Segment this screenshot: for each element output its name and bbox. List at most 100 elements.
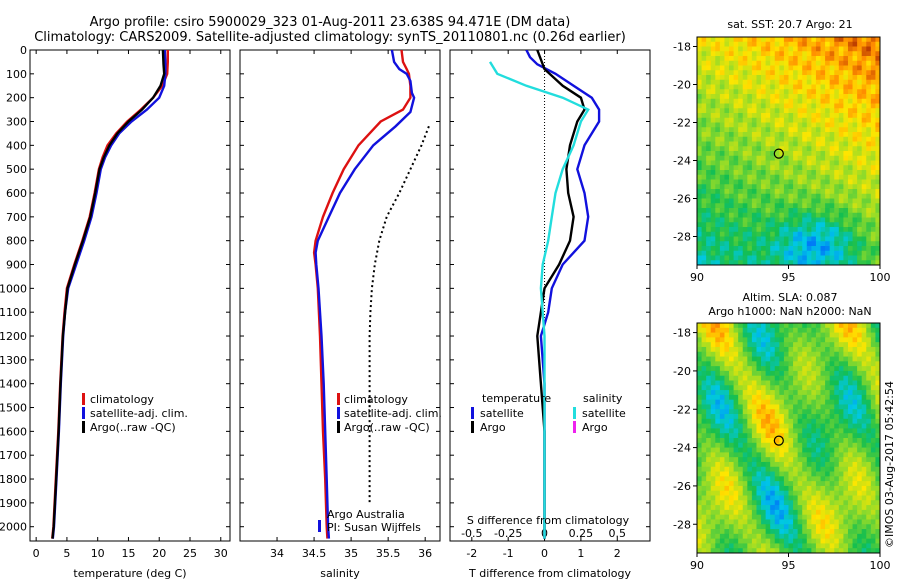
heatmap-cell bbox=[829, 155, 835, 161]
heatmap-cell bbox=[829, 75, 835, 81]
heatmap-cell bbox=[788, 461, 794, 468]
heatmap-cell bbox=[825, 361, 831, 367]
heatmap-cell bbox=[870, 155, 876, 161]
heatmap-cell bbox=[783, 509, 789, 516]
heatmap-cell bbox=[756, 70, 762, 76]
heatmap-cell bbox=[857, 184, 863, 190]
heatmap-cell bbox=[701, 438, 707, 444]
heatmap-cell bbox=[875, 127, 881, 133]
heatmap-cell bbox=[765, 132, 771, 138]
heatmap-cell bbox=[815, 452, 821, 458]
heatmap-cell bbox=[852, 495, 858, 501]
heatmap-cell bbox=[806, 122, 812, 128]
heatmap-cell bbox=[875, 46, 881, 52]
heatmap-cell bbox=[719, 414, 725, 420]
heatmap-cell bbox=[843, 260, 849, 266]
heatmap-cell bbox=[774, 351, 780, 357]
heatmap-cell bbox=[829, 136, 835, 142]
heatmap-cell bbox=[811, 461, 817, 468]
heatmap-cell bbox=[847, 529, 853, 535]
heatmap-cell bbox=[852, 255, 858, 261]
heatmap-cell bbox=[857, 236, 863, 242]
heatmap-cell bbox=[756, 217, 762, 223]
heatmap-cell bbox=[820, 394, 826, 401]
heatmap-cell bbox=[774, 485, 780, 492]
heatmap-cell bbox=[829, 127, 835, 133]
heatmap-cell bbox=[779, 241, 785, 247]
heatmap-cell bbox=[761, 428, 767, 434]
heatmap-cell bbox=[861, 323, 867, 329]
heatmap-cell bbox=[802, 103, 808, 109]
heatmap-cell bbox=[815, 37, 821, 43]
heatmap-cell bbox=[719, 390, 725, 396]
heatmap-cell bbox=[806, 160, 812, 166]
heatmap-cell bbox=[820, 323, 826, 329]
heatmap-cell bbox=[866, 217, 872, 223]
heatmap-cell bbox=[733, 404, 739, 410]
heatmap-cell bbox=[829, 51, 835, 57]
heatmap-cell bbox=[765, 390, 771, 396]
heatmap-cell bbox=[797, 132, 803, 138]
heatmap-cell bbox=[875, 370, 881, 377]
heatmap-cell bbox=[747, 79, 753, 85]
heatmap-cell bbox=[706, 418, 712, 425]
heatmap-cell bbox=[797, 442, 803, 448]
heatmap-cell bbox=[870, 346, 876, 353]
heatmap-cell bbox=[806, 327, 812, 333]
heatmap-cell bbox=[751, 165, 757, 171]
heatmap-cell bbox=[870, 113, 876, 119]
heatmap-cell bbox=[733, 155, 739, 161]
heatmap-cell bbox=[747, 505, 753, 511]
heatmap-cell bbox=[875, 231, 881, 237]
heatmap-cell bbox=[756, 189, 762, 195]
heatmap-cell bbox=[779, 533, 785, 540]
heatmap-cell bbox=[770, 236, 776, 242]
heatmap-cell bbox=[788, 375, 794, 381]
heatmap-cell bbox=[733, 236, 739, 242]
heatmap-cell bbox=[788, 428, 794, 434]
heatmap-cell bbox=[747, 132, 753, 138]
heatmap-cell bbox=[834, 94, 840, 100]
heatmap-cell bbox=[747, 65, 753, 71]
heatmap-cell bbox=[733, 108, 739, 114]
heatmap-cell bbox=[847, 241, 853, 247]
heatmap-cell bbox=[761, 366, 767, 372]
heatmap-cell bbox=[815, 447, 821, 453]
heatmap-cell bbox=[829, 46, 835, 52]
heatmap-cell bbox=[838, 346, 844, 353]
heatmap-cell bbox=[793, 236, 799, 242]
heatmap-cell bbox=[870, 184, 876, 190]
heatmap-cell bbox=[742, 485, 748, 492]
heatmap-cell bbox=[751, 212, 757, 218]
heatmap-cell bbox=[834, 113, 840, 119]
heatmap-cell bbox=[811, 203, 817, 209]
heatmap-cell bbox=[875, 170, 881, 176]
heatmap-cell bbox=[697, 122, 702, 128]
heatmap-cell bbox=[852, 117, 858, 123]
heatmap-cell bbox=[747, 198, 753, 204]
heatmap-cell bbox=[820, 250, 826, 256]
heatmap-cell bbox=[870, 231, 876, 237]
heatmap-cell bbox=[847, 236, 853, 242]
heatmap-cell bbox=[697, 380, 702, 386]
heatmap-cell bbox=[751, 94, 757, 100]
y-tick-label: 1200 bbox=[0, 330, 27, 343]
heatmap-cell bbox=[861, 217, 867, 223]
heatmap-cell bbox=[779, 495, 785, 501]
heatmap-cell bbox=[857, 514, 863, 520]
heatmap-cell bbox=[866, 385, 872, 391]
figure-title-line1: Argo profile: csiro 5900029_323 01-Aug-2… bbox=[89, 15, 571, 30]
heatmap-cell bbox=[710, 108, 716, 114]
heatmap-cell bbox=[770, 495, 776, 501]
heatmap-cell bbox=[847, 380, 853, 386]
heatmap-cell bbox=[820, 351, 826, 357]
heatmap-cell bbox=[706, 227, 712, 233]
heatmap-cell bbox=[820, 414, 826, 420]
heatmap-cell bbox=[788, 56, 794, 62]
heatmap-cell bbox=[761, 361, 767, 367]
heatmap-cell bbox=[765, 505, 771, 511]
heatmap-cell bbox=[756, 65, 762, 71]
heatmap-cell bbox=[719, 323, 725, 329]
heatmap-cell bbox=[852, 538, 858, 544]
heatmap-cell bbox=[797, 337, 803, 343]
